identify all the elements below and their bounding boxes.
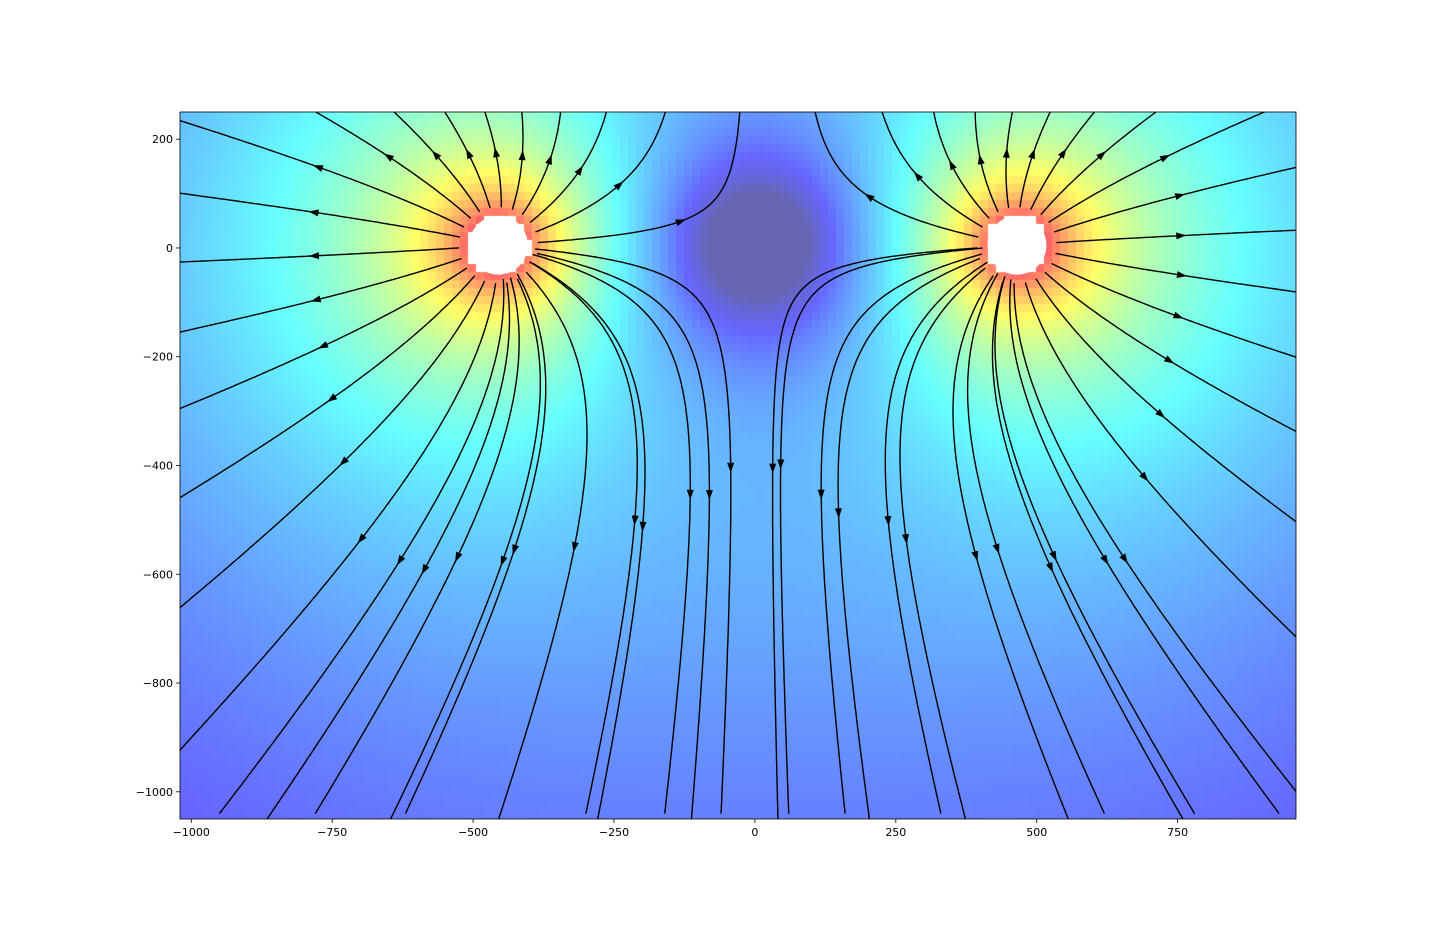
streamline-arrow-19	[571, 541, 579, 553]
streamline-arrow-43	[1176, 271, 1187, 278]
streamline-arrow-11	[308, 252, 320, 260]
y-tick-label-2: −200	[143, 351, 173, 364]
streamline-arrow-35	[901, 533, 909, 545]
streamline-arrow-10	[308, 209, 319, 217]
streamline-arrow-54	[1049, 550, 1057, 562]
streamline-arrow-0	[675, 219, 686, 227]
streamline-arrow-20	[639, 521, 647, 532]
x-tick-label-0: −1000	[173, 826, 210, 839]
streamline-arrow-21	[705, 490, 713, 501]
streamline-arrow-5	[493, 147, 501, 158]
streamline-arrow-13	[318, 341, 329, 349]
y-axis: 200 0 −200 −400 −600 −800 −1000	[136, 133, 180, 799]
x-tick-label-2: −500	[458, 826, 488, 839]
streamline-arrow-6	[466, 148, 474, 160]
x-tick-label-4: 0	[751, 826, 758, 839]
y-tick-label-6: −1000	[136, 786, 173, 799]
streamline-arrow-25	[1096, 151, 1107, 161]
streamline-arrow-38	[1119, 553, 1128, 564]
field-magnitude-heatmap	[180, 112, 1296, 819]
streamline-arrow-41	[1163, 355, 1175, 364]
streamline-arrow-30	[949, 159, 957, 171]
x-tick-label-3: −250	[599, 826, 629, 839]
streamline-arrow-15	[339, 456, 350, 466]
streamline-arrow-36	[971, 550, 979, 562]
streamline-arrow-9	[312, 165, 324, 172]
streamline-arrow-51	[817, 489, 825, 500]
streamline-arrow-50	[777, 459, 785, 470]
streamline-arrow-18	[500, 555, 508, 567]
streamline-arrow-12	[310, 295, 322, 303]
streamlines	[180, 112, 1296, 819]
streamline-arrow-55	[1100, 554, 1109, 565]
streamline-arrow-4	[518, 150, 526, 161]
streamline-arrow-22	[1176, 232, 1187, 240]
x-tick-label-7: 750	[1167, 826, 1188, 839]
x-tick-label-1: −750	[317, 826, 347, 839]
streamline-arrow-48	[686, 489, 694, 500]
plot-area	[180, 112, 1296, 819]
streamline-arrow-27	[1028, 148, 1035, 160]
streamline-arrow-45	[455, 551, 463, 563]
streamline-arrow-33	[769, 463, 777, 474]
streamline-arrow-2	[574, 165, 583, 176]
streamline-arrow-40	[1155, 408, 1166, 419]
streamline-arrow-14	[327, 393, 338, 402]
y-tick-label-1: 0	[166, 242, 173, 255]
streamline-arrow-16	[357, 533, 367, 544]
streamline-arrow-24	[1159, 154, 1171, 163]
streamline-arrow-34	[834, 508, 842, 519]
streamline-arrow-49	[727, 462, 735, 473]
streamline-arrow-3	[545, 154, 552, 166]
streamline-arrow-42	[1172, 311, 1184, 319]
x-axis: −1000 −750 −500 −250 0 250 500 750	[173, 819, 1188, 839]
y-tick-label-5: −800	[143, 677, 173, 690]
streamline-arrow-28	[1002, 147, 1010, 158]
streamline-arrow-37	[1045, 562, 1054, 573]
source-hole-0	[469, 215, 528, 275]
streamline-arrow-31	[913, 171, 924, 182]
streamline-arrow-44	[397, 554, 406, 566]
y-tick-label-0: 200	[152, 133, 173, 146]
streamline-arrow-17	[421, 563, 430, 575]
streamline-arrow-53	[992, 543, 1000, 554]
streamline-arrow-52	[884, 515, 892, 527]
streamline-arrow-8	[383, 153, 395, 162]
streamline-arrow-47	[631, 515, 639, 526]
source-hole-1	[987, 215, 1047, 275]
streamline-arrow-46	[512, 544, 520, 555]
source-holes	[469, 215, 1047, 275]
streamline-arrow-7	[431, 150, 442, 161]
streamline-arrow-23	[1174, 193, 1186, 201]
streamline-arrow-29	[977, 154, 985, 165]
streamline-arrow-1	[613, 181, 624, 191]
x-tick-label-6: 500	[1026, 826, 1047, 839]
streamline-arrow-32	[864, 193, 875, 203]
y-tick-label-3: −400	[143, 460, 173, 473]
streamline-arrow-26	[1057, 148, 1067, 159]
streamline-arrow-39	[1139, 471, 1149, 482]
x-tick-label-5: 250	[885, 826, 906, 839]
y-tick-label-4: −600	[143, 568, 173, 581]
